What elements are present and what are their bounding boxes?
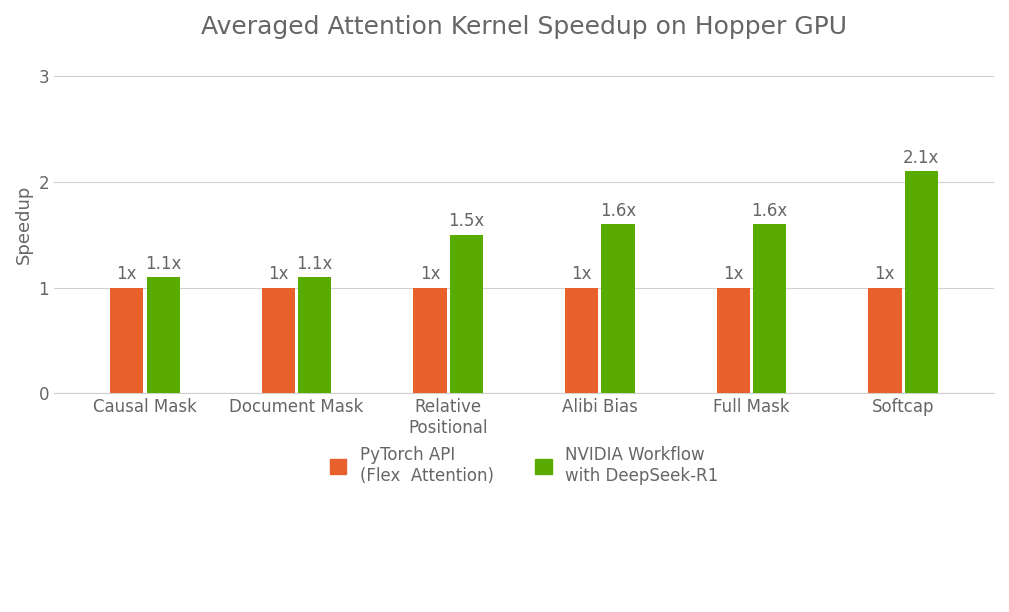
Text: 1x: 1x bbox=[723, 266, 744, 283]
Bar bbox=[868, 288, 901, 394]
Text: 1.6x: 1.6x bbox=[600, 202, 636, 220]
Bar bbox=[261, 288, 295, 394]
Bar bbox=[146, 277, 180, 394]
Bar bbox=[414, 288, 447, 394]
Bar bbox=[298, 277, 332, 394]
Legend: PyTorch API
(Flex  Attention), NVIDIA Workflow
with DeepSeek-R1: PyTorch API (Flex Attention), NVIDIA Wor… bbox=[321, 438, 726, 493]
Bar bbox=[450, 234, 483, 394]
Text: 1.1x: 1.1x bbox=[297, 255, 333, 273]
Title: Averaged Attention Kernel Speedup on Hopper GPU: Averaged Attention Kernel Speedup on Hop… bbox=[201, 15, 847, 39]
Bar bbox=[601, 224, 635, 394]
Text: 1.1x: 1.1x bbox=[145, 255, 182, 273]
Y-axis label: Speedup: Speedup bbox=[15, 184, 33, 264]
Bar bbox=[716, 288, 750, 394]
Bar bbox=[110, 288, 143, 394]
Bar bbox=[753, 224, 786, 394]
Text: 1x: 1x bbox=[420, 266, 440, 283]
Bar bbox=[904, 171, 938, 394]
Text: 1x: 1x bbox=[268, 266, 289, 283]
Text: 1.6x: 1.6x bbox=[752, 202, 788, 220]
Text: 1.5x: 1.5x bbox=[448, 212, 484, 231]
Text: 1x: 1x bbox=[117, 266, 137, 283]
Text: 1x: 1x bbox=[571, 266, 592, 283]
Text: 2.1x: 2.1x bbox=[903, 149, 939, 167]
Text: 1x: 1x bbox=[875, 266, 895, 283]
Bar bbox=[565, 288, 598, 394]
